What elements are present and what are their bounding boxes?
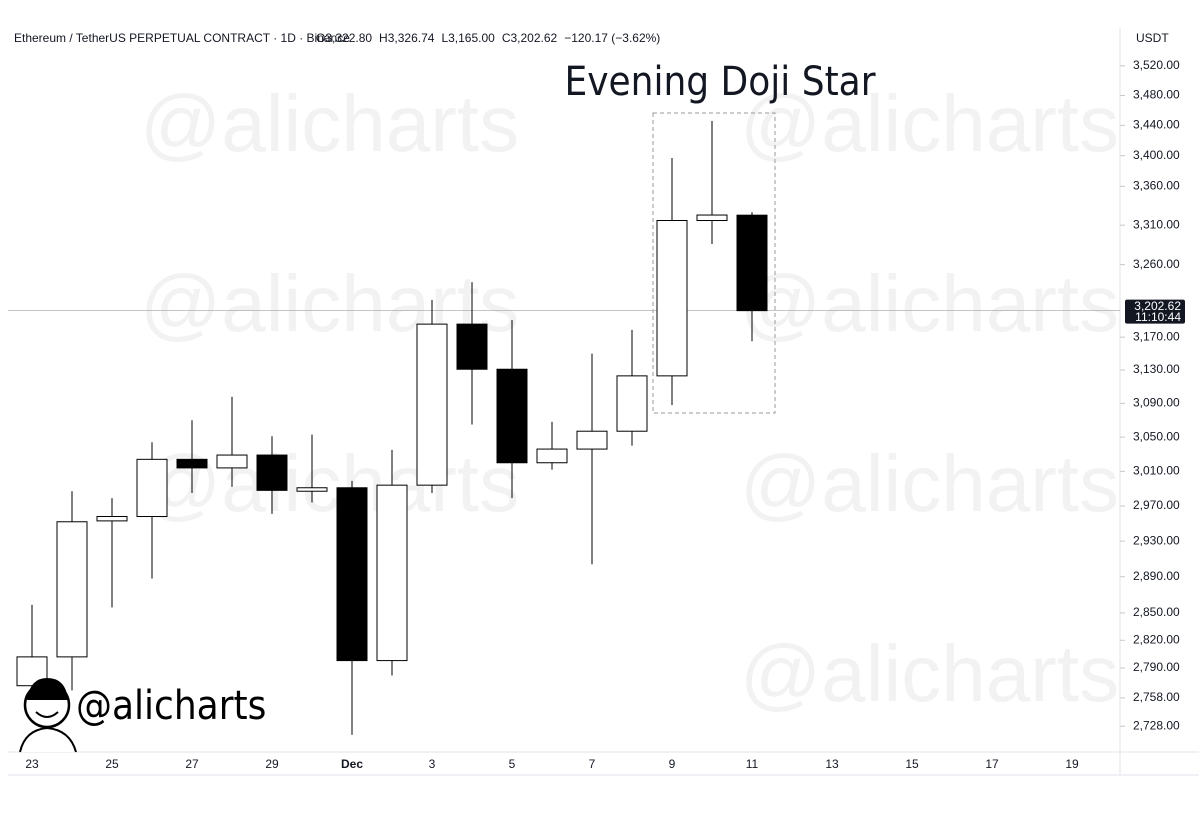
x-tick-label: 29 xyxy=(265,757,279,771)
ohlc-label: C3,202.62 xyxy=(502,31,558,45)
logo-hair xyxy=(27,678,68,700)
ohlc-label: O3,322.80 xyxy=(316,31,372,45)
x-tick-label: 7 xyxy=(589,757,596,771)
y-tick-label: 3,360.00 xyxy=(1133,179,1180,193)
x-tick-label: 27 xyxy=(185,757,199,771)
y-tick-label: 3,260.00 xyxy=(1133,257,1180,271)
y-tick-label: 3,440.00 xyxy=(1133,118,1180,132)
watermark: @alicharts xyxy=(740,259,1119,348)
price-tag xyxy=(1125,299,1185,324)
candle-up xyxy=(616,375,648,432)
watermark: @alicharts xyxy=(740,79,1119,168)
x-tick-label: 3 xyxy=(429,757,436,771)
y-tick-label: 3,010.00 xyxy=(1133,464,1180,478)
price-tag-countdown: 11:10:44 xyxy=(1135,310,1181,324)
candle-up xyxy=(576,430,608,450)
logo-smile xyxy=(35,711,59,718)
candle-down xyxy=(496,368,528,464)
y-tick-label: 2,728.00 xyxy=(1133,718,1180,732)
candle-up xyxy=(696,214,728,222)
candle-up xyxy=(216,454,248,469)
annotation: Evening Doji Star xyxy=(564,59,875,105)
y-tick-label: 2,820.00 xyxy=(1133,632,1180,646)
watermark: @alicharts xyxy=(140,259,519,348)
x-tick-label: 23 xyxy=(25,757,39,771)
x-tick-label: 25 xyxy=(105,757,119,771)
y-tick-label: 2,790.00 xyxy=(1133,660,1180,674)
x-tick-label: 13 xyxy=(825,757,839,771)
x-tick-label: 5 xyxy=(509,757,516,771)
candle-up xyxy=(376,484,408,662)
y-tick-label: 3,310.00 xyxy=(1133,217,1180,231)
price-tag-value: 3,202.62 xyxy=(1134,299,1181,313)
x-tick-label: 17 xyxy=(985,757,999,771)
y-tick-label: 3,520.00 xyxy=(1133,58,1180,72)
x-tick-label: Dec xyxy=(341,757,363,771)
x-tick-label: 11 xyxy=(746,757,759,771)
candle-down xyxy=(456,323,488,370)
y-tick-label: 2,758.00 xyxy=(1133,690,1180,704)
symbol-text: Ethereum / TetherUS PERPETUAL CONTRACT ·… xyxy=(14,31,350,45)
y-tick-label: 3,050.00 xyxy=(1133,429,1180,443)
candle-down xyxy=(176,458,208,469)
y-tick-label: 3,170.00 xyxy=(1133,329,1180,343)
candle-up xyxy=(536,448,568,464)
watermark: @alicharts xyxy=(140,79,519,168)
ohlc-label: L3,165.00 xyxy=(441,31,495,45)
x-tick-label: 15 xyxy=(905,757,919,771)
ohlc-label: H3,326.74 xyxy=(379,31,435,45)
watermark: @alicharts xyxy=(740,629,1119,718)
candle-down xyxy=(256,454,288,491)
watermark: @alicharts xyxy=(740,439,1119,528)
y-tick-label: 2,850.00 xyxy=(1133,605,1180,619)
y-tick-label: 2,970.00 xyxy=(1133,498,1180,512)
y-tick-label: 2,890.00 xyxy=(1133,569,1180,583)
ohlc-label: −120.17 (−3.62%) xyxy=(564,31,660,45)
x-tick-label: 9 xyxy=(669,757,676,771)
candle-up xyxy=(656,220,688,377)
currency-label: USDT xyxy=(1136,31,1169,45)
candle-up xyxy=(416,323,448,486)
y-tick-label: 3,480.00 xyxy=(1133,88,1180,102)
logo: @alicharts xyxy=(19,678,266,753)
candle-up xyxy=(296,487,328,492)
watermark-logo-text: @alicharts xyxy=(76,683,266,729)
y-tick-label: 2,930.00 xyxy=(1133,533,1180,547)
candle-down xyxy=(736,214,768,312)
y-tick-label: 3,090.00 xyxy=(1133,396,1180,410)
pattern-box xyxy=(652,112,776,414)
candle-up xyxy=(136,458,168,518)
y-tick-label: 3,400.00 xyxy=(1133,148,1180,162)
y-tick-label: 3,130.00 xyxy=(1133,362,1180,376)
logo-body xyxy=(19,726,77,753)
candle-up xyxy=(56,521,88,658)
candle-down xyxy=(336,487,368,662)
candle-up xyxy=(96,516,128,522)
x-tick-label: 19 xyxy=(1065,757,1079,771)
watermark: @alicharts xyxy=(140,439,519,528)
